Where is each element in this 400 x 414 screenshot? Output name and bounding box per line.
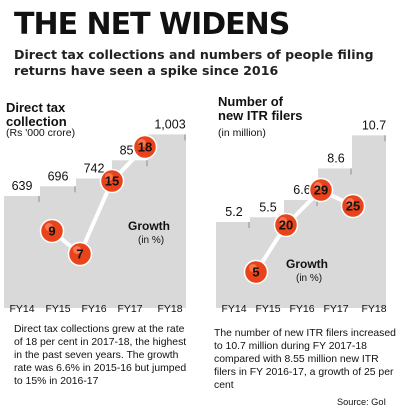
x-tick-label: FY15 [45, 303, 70, 315]
bar-step-edge [316, 199, 318, 206]
growth-marker-highlight [249, 264, 257, 272]
x-tick-label: FY14 [221, 303, 246, 315]
itr-filers-note: The number of new ITR filers increased t… [214, 328, 396, 391]
growth-label: Growth [128, 219, 170, 233]
chart-unit: (in million) [218, 127, 266, 139]
x-tick-label: FY17 [117, 303, 142, 315]
bar-step-edge [184, 134, 186, 141]
bar-step-edge [74, 186, 76, 193]
growth-value-label: 5 [252, 265, 259, 280]
growth-value-label: 9 [48, 224, 55, 239]
bar-value-label: 10.7 [362, 118, 386, 132]
growth-line [50, 145, 147, 258]
bar-value-label: 8.6 [327, 151, 344, 165]
x-tick-label: FY17 [323, 303, 348, 315]
bar-value-label: 5.5 [259, 200, 276, 214]
growth-marker-highlight [73, 246, 81, 254]
page-title: THE NET WIDENS [14, 7, 290, 42]
growth-value-label: 15 [105, 174, 119, 189]
bar [4, 195, 40, 308]
direct-tax-note: Direct tax collections grew at the rate … [14, 324, 187, 387]
growth-value-label: 18 [138, 140, 152, 155]
growth-label: Growth [286, 257, 328, 271]
bar-value-label: 639 [12, 179, 33, 193]
page-subtitle: Direct tax collections and numbers of pe… [14, 47, 374, 78]
x-tick-label: FY18 [361, 303, 386, 315]
bar-value-label: 742 [84, 162, 105, 176]
bar-step-edge [350, 168, 352, 175]
x-tick-label: FY16 [81, 303, 106, 315]
bar-value-label: 5.2 [225, 205, 242, 219]
growth-marker-highlight [138, 139, 146, 147]
x-tick-label: FY16 [289, 303, 314, 315]
growth-marker-highlight [45, 223, 53, 231]
growth-unit: (in %) [296, 273, 322, 284]
growth-unit: (in %) [138, 235, 164, 246]
growth-marker-highlight [346, 198, 354, 206]
bar [148, 134, 186, 308]
bar-value-label: 6.6 [293, 183, 310, 197]
growth-marker-highlight [105, 173, 113, 181]
bar-step-edge [38, 195, 40, 202]
source-credit: Source: GoI [336, 397, 386, 407]
chart-title: Direct tax collection [6, 100, 67, 129]
growth-marker-highlight [279, 217, 287, 225]
bar-step-edge [146, 160, 148, 167]
growth-marker-highlight [314, 182, 322, 190]
bar-step-edge [248, 222, 250, 229]
growth-value-label: 20 [279, 218, 293, 233]
x-tick-label: FY14 [9, 303, 34, 315]
growth-value-label: 25 [346, 199, 360, 214]
bar-step-edge [384, 135, 386, 142]
itr-filers-chart: 5.2 5.5 6.6 8.6 10.7 FY14 FY15 FY16 FY17 FY18 Numb… [216, 94, 387, 315]
chart-title: Number of new ITR filers [218, 94, 303, 123]
x-tick-label: FY15 [255, 303, 280, 315]
bar [216, 222, 250, 308]
growth-value-label: 29 [314, 183, 328, 198]
bar-value-label: 696 [48, 169, 69, 183]
chart-unit: (Rs '000 crore) [6, 127, 75, 139]
growth-value-label: 7 [76, 247, 83, 262]
x-tick-label: FY18 [157, 303, 182, 315]
growth-line [254, 187, 354, 274]
bar [352, 135, 386, 308]
bar-value-label: 1,003 [154, 117, 185, 131]
